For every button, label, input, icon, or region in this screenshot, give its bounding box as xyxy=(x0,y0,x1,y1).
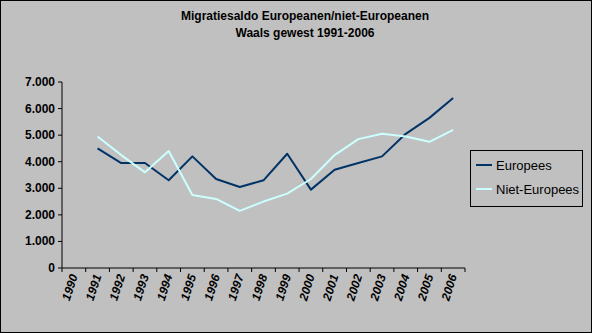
x-tick-label: 2001 xyxy=(320,272,342,303)
x-tick xyxy=(156,268,157,272)
x-tick-label: 1995 xyxy=(178,272,200,302)
x-tick xyxy=(62,268,63,272)
legend xyxy=(471,151,583,207)
subtitle: Waals gewest 1991-2006 xyxy=(236,26,375,40)
x-tick-label: 1992 xyxy=(107,272,129,302)
x-tick-label: 1997 xyxy=(225,271,247,302)
x-tick-label: 2006 xyxy=(438,272,460,303)
legend-label: Europees xyxy=(496,158,552,173)
title: Migratiesaldo Europeanen/niet-Europeanen xyxy=(181,9,429,23)
x-tick xyxy=(322,268,323,272)
x-tick xyxy=(85,268,86,272)
x-tick xyxy=(275,268,276,272)
x-tick-label: 1993 xyxy=(130,272,152,302)
x-tick-label: 2000 xyxy=(296,272,318,303)
x-tick xyxy=(299,268,300,272)
y-axis xyxy=(62,82,63,268)
y-tick xyxy=(58,108,62,109)
y-tick-label: 3.000 xyxy=(25,181,55,195)
x-tick-label: 1998 xyxy=(249,272,271,302)
x-tick xyxy=(251,268,252,272)
series-line xyxy=(98,98,454,190)
y-tick-label: 7.000 xyxy=(25,75,55,89)
y-tick-label: 5.000 xyxy=(25,128,55,142)
x-tick-label: 1996 xyxy=(201,272,223,302)
x-tick-label: 2003 xyxy=(367,272,389,303)
x-tick xyxy=(465,268,466,272)
y-tick xyxy=(58,82,62,83)
y-tick xyxy=(58,135,62,136)
y-tick-label: 6.000 xyxy=(25,102,55,116)
x-tick xyxy=(346,268,347,272)
x-tick xyxy=(441,268,442,272)
y-tick-label: 1.000 xyxy=(25,234,55,248)
y-tick xyxy=(58,188,62,189)
y-tick-label: 2.000 xyxy=(25,208,55,222)
x-tick xyxy=(227,268,228,272)
y-tick-label: 4.000 xyxy=(25,155,55,169)
x-tick-label: 2005 xyxy=(414,272,436,303)
x-tick-label: 2002 xyxy=(343,272,365,303)
x-tick-label: 2004 xyxy=(391,272,413,303)
x-tick xyxy=(370,268,371,272)
plot-area xyxy=(62,82,465,268)
x-tick xyxy=(109,268,110,272)
legend-swatch xyxy=(476,188,492,190)
y-tick-label: 0 xyxy=(48,261,55,275)
x-tick xyxy=(393,268,394,272)
y-tick xyxy=(58,161,62,162)
x-axis xyxy=(62,268,465,269)
legend-label: Niet-Europees xyxy=(496,182,580,197)
chart: Migratiesaldo Europeanen/niet-Europeanen… xyxy=(0,0,592,333)
x-tick xyxy=(204,268,205,272)
legend-swatch xyxy=(476,164,492,166)
series-group xyxy=(98,98,454,211)
x-tick-label: 1990 xyxy=(59,272,81,302)
x-tick-label: 1991 xyxy=(83,272,105,302)
x-tick xyxy=(417,268,418,272)
y-tick xyxy=(58,214,62,215)
x-tick-label: 1994 xyxy=(154,272,176,302)
x-tick xyxy=(180,268,181,272)
x-tick xyxy=(133,268,134,272)
y-tick xyxy=(58,241,62,242)
series-line xyxy=(98,130,454,211)
x-tick-label: 1999 xyxy=(272,272,294,302)
y-tick xyxy=(58,268,62,269)
chart-frame xyxy=(1,1,592,333)
